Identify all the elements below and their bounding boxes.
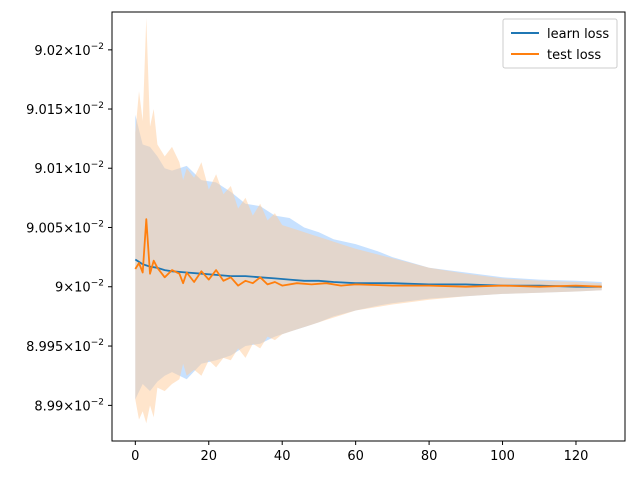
x-tick-label: 120: [564, 449, 589, 464]
x-tick-label: 80: [421, 449, 438, 464]
legend-label-test-loss: test loss: [547, 48, 601, 63]
y-tick-label: 9.01×10−2: [34, 160, 104, 177]
line-learn-loss: [134, 258, 602, 288]
y-tick-label: 8.99×10−2: [34, 397, 104, 414]
x-tick-label: 100: [490, 449, 515, 464]
x-tick-label: 20: [200, 449, 217, 464]
legend: learn loss test loss: [502, 18, 618, 69]
y-axis-ticks: 8.99×10−2 8.995×10−2 9×10−2 9.005×10−2 9.01×…: [26, 42, 112, 414]
y-tick-label: 9.005×10−2: [26, 219, 104, 236]
x-tick-label: 0: [131, 449, 139, 464]
y-tick-label: 8.995×10−2: [26, 338, 104, 355]
legend-box: [502, 18, 618, 69]
line-test-loss: [134, 218, 602, 288]
band-test-loss: [135, 17, 602, 424]
legend-label-learn-loss: learn loss: [547, 27, 609, 42]
y-tick-label: 9.02×10−2: [34, 42, 104, 59]
confidence-bands: [135, 17, 602, 424]
x-tick-label: 60: [347, 449, 364, 464]
x-axis-ticks: 0 20 40 60 80 100 120: [131, 441, 588, 464]
plot-frame: [111, 11, 626, 442]
y-tick-label: 9.015×10−2: [26, 101, 104, 118]
y-tick-label: 9×10−2: [55, 279, 104, 296]
series-lines: [134, 218, 602, 288]
x-tick-label: 40: [274, 449, 291, 464]
